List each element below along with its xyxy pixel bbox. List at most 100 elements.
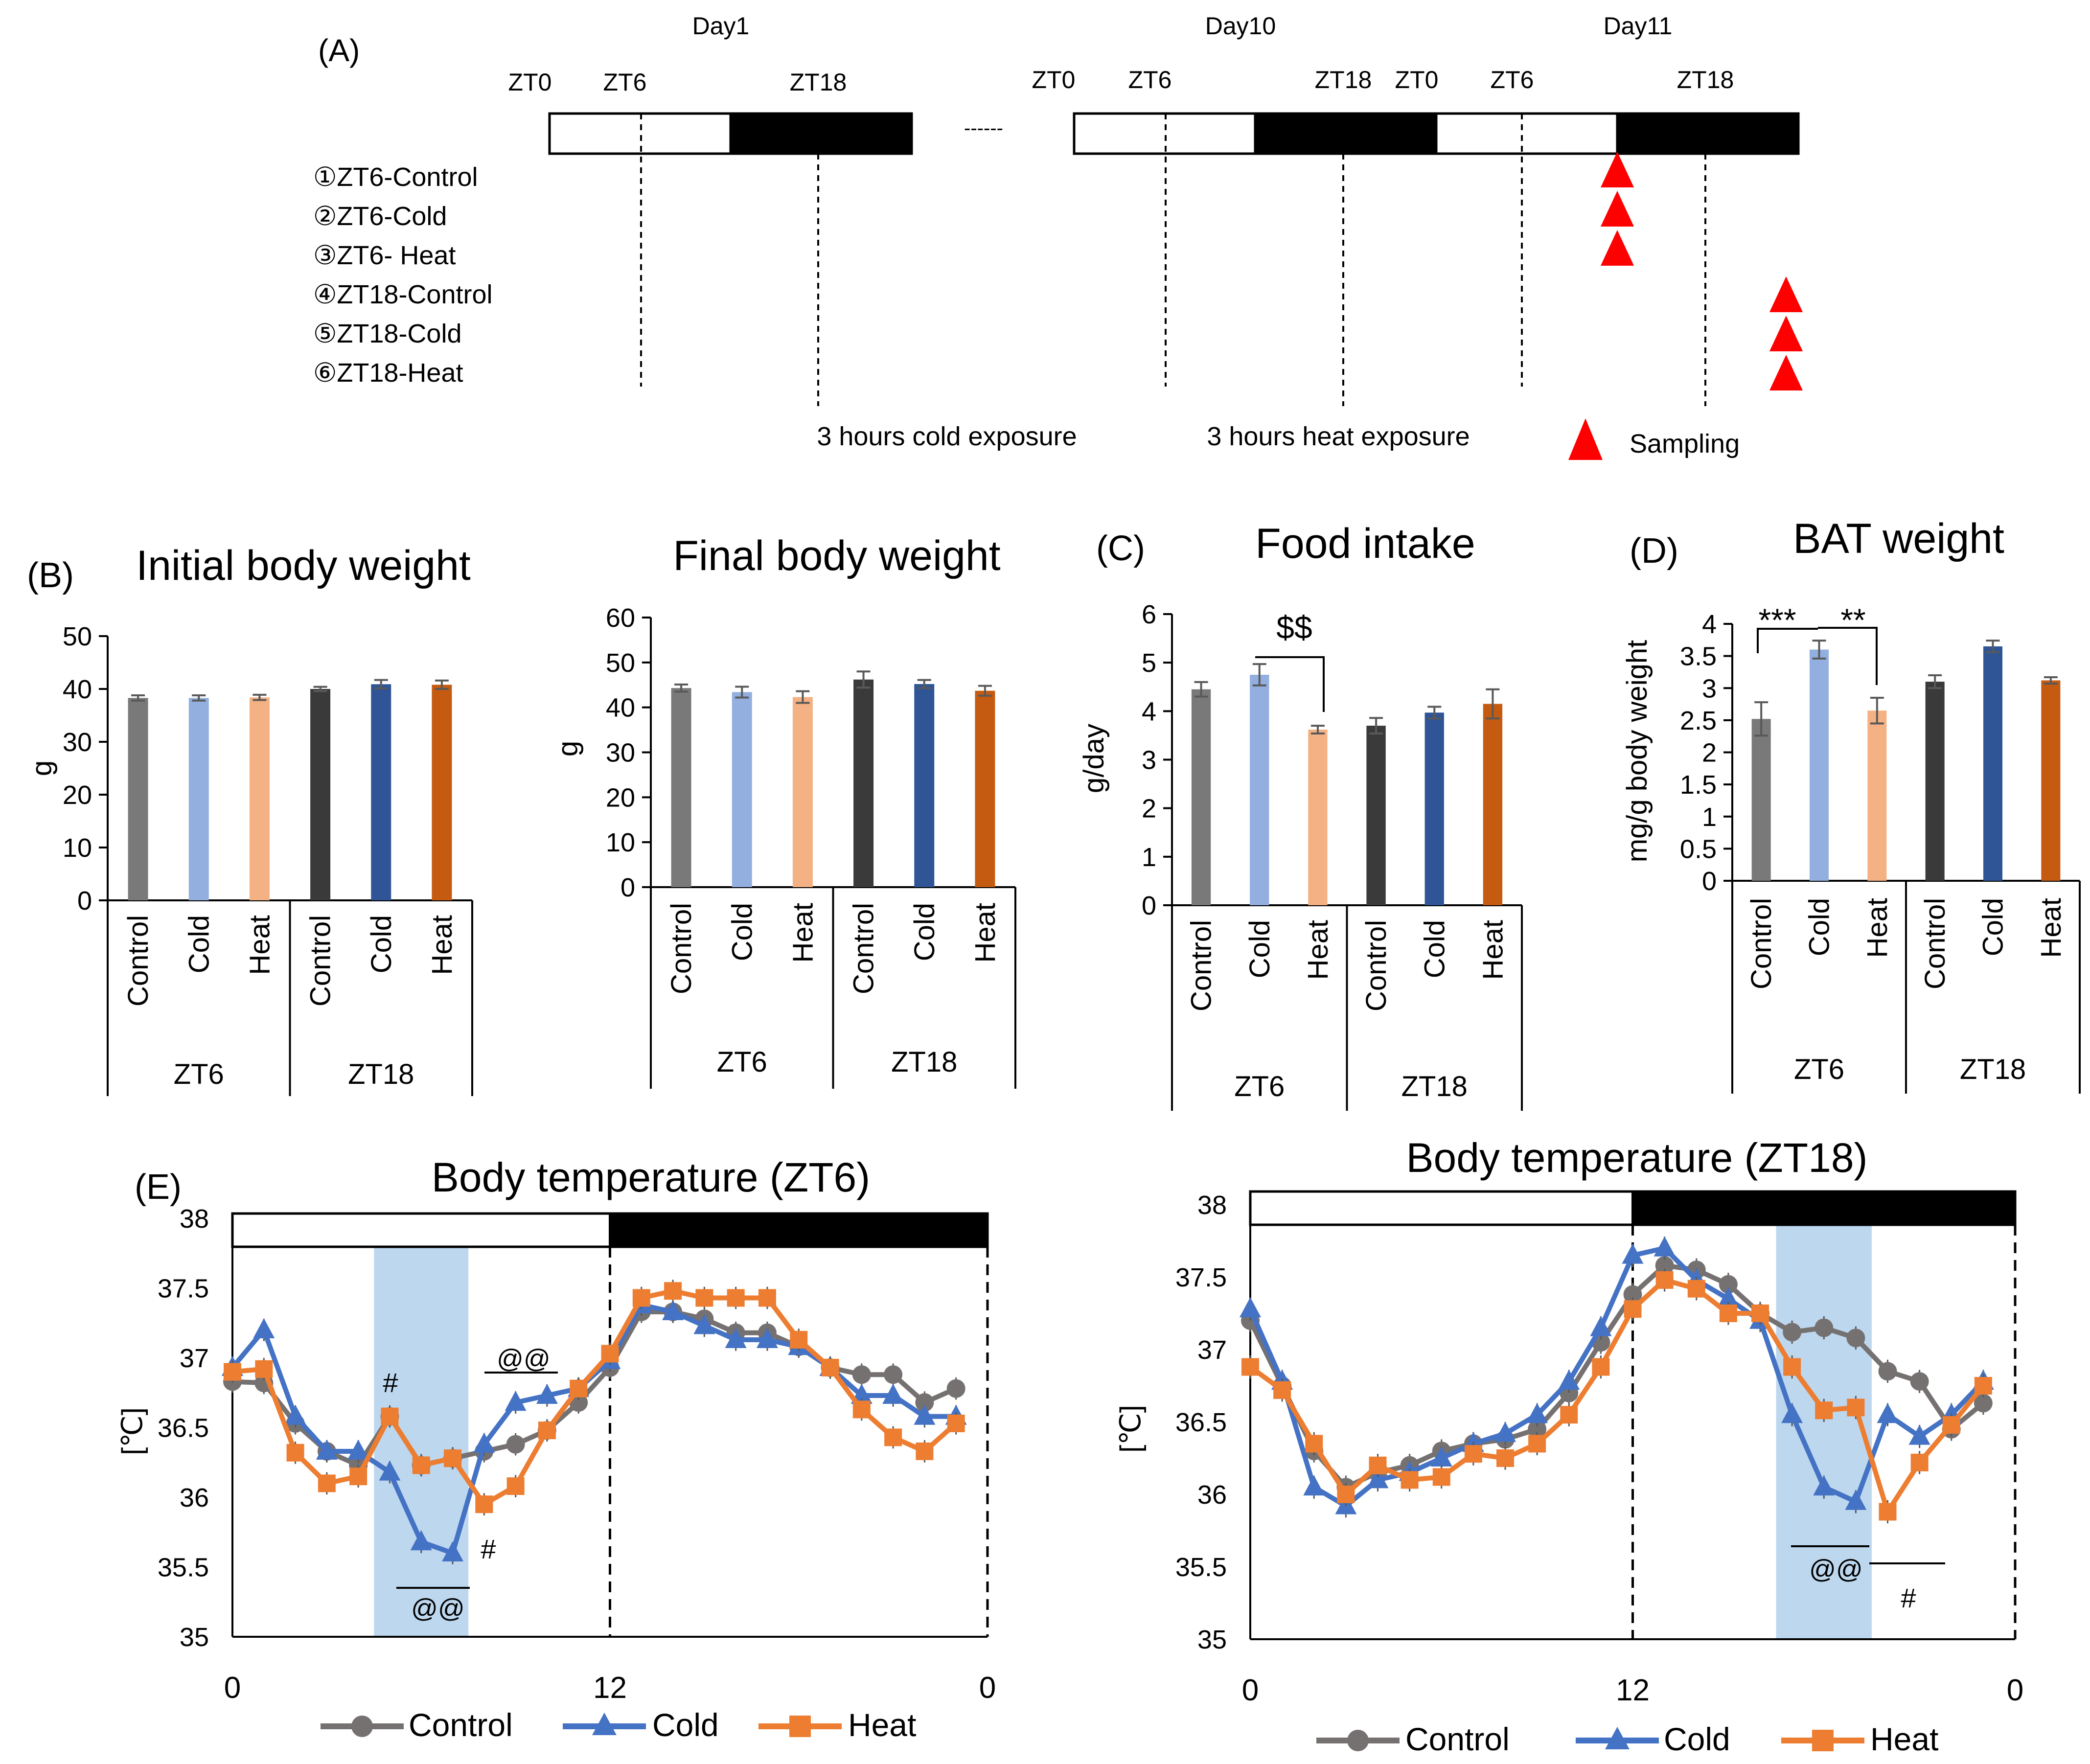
sampling-triangle	[1601, 230, 1634, 266]
x-tick-label: 0	[2007, 1673, 2023, 1707]
y-axis-label: g	[552, 741, 584, 756]
bar	[432, 685, 452, 900]
y-tick-label: 30	[63, 728, 92, 757]
data-point-heat	[790, 1330, 808, 1349]
category-label: Control	[305, 915, 337, 1007]
zt-label: ZT0	[1395, 66, 1439, 93]
data-point-cold	[442, 1541, 464, 1561]
data-point-control	[1623, 1285, 1642, 1304]
data-point-control	[1846, 1329, 1865, 1348]
chart-title: Initial body weight	[136, 542, 471, 589]
bar	[310, 689, 331, 900]
category-label: Control	[1360, 920, 1392, 1011]
bat-significance: *** **	[1757, 602, 1878, 685]
bar	[1751, 719, 1771, 881]
y-tick-label: 35.5	[158, 1553, 209, 1582]
data-point-heat	[1624, 1300, 1642, 1318]
body-temperature-zt18-chart: Body temperature (ZT18) 35 35.5 36 36.5 37 37.…	[1115, 1135, 2023, 1707]
group-label: ④ZT18-Control	[313, 280, 493, 309]
data-point-heat	[412, 1456, 430, 1474]
bat-weight-chart: BAT weight mg/g body weight 0 0.511.52 2.5 3 3…	[1621, 515, 2081, 1094]
bar	[1983, 646, 2003, 881]
light-phase-bar	[1435, 112, 1619, 155]
category-label: Control	[848, 903, 880, 994]
data-point-cold	[914, 1404, 936, 1425]
bar	[249, 697, 270, 900]
y-tick-label: 20	[606, 783, 635, 812]
food-sig-label: $$	[1276, 609, 1312, 645]
data-point-heat	[318, 1474, 336, 1492]
y-axis-label: g/day	[1078, 724, 1110, 793]
data-point-cold	[1430, 1446, 1452, 1466]
y-tick-label: 0	[1702, 867, 1717, 896]
zt6-annotations: # # @@ @@	[383, 1344, 558, 1623]
legend-marker-cold	[592, 1713, 617, 1735]
data-point-heat	[1687, 1280, 1705, 1298]
data-point-control	[1655, 1256, 1674, 1275]
legend-marker-heat	[789, 1716, 811, 1737]
category-label: Cold	[183, 915, 215, 973]
data-point-heat	[664, 1282, 682, 1300]
chart-title: Final body weight	[673, 532, 1000, 579]
data-point-heat	[1974, 1377, 1992, 1395]
group-label: ③ZT6- Heat	[313, 241, 456, 270]
zt18-annotations: @@ #	[1791, 1545, 1945, 1613]
data-point-heat	[444, 1449, 462, 1467]
category-label: Heat	[1861, 898, 1893, 958]
data-point-heat	[1305, 1435, 1323, 1453]
bar	[1483, 704, 1503, 905]
legend-label-control: Control	[1405, 1721, 1510, 1757]
data-point-cold	[756, 1328, 778, 1348]
bar	[671, 688, 691, 887]
category-label: Cold	[1977, 898, 2009, 956]
series-line-heat	[232, 1288, 958, 1507]
y-tick-label: 1	[1142, 843, 1156, 872]
data-point-cold	[316, 1439, 338, 1460]
data-point-heat	[1592, 1358, 1610, 1376]
chart-title: Food intake	[1255, 520, 1475, 567]
data-point-heat	[1464, 1445, 1482, 1463]
zt-label: ZT0	[508, 69, 552, 96]
panel-e-label: (E)	[135, 1168, 182, 1207]
data-point-heat	[1815, 1401, 1833, 1420]
data-point-cold	[1877, 1403, 1899, 1423]
bar	[2041, 680, 2061, 881]
initial-body-weight-chart: Initial body weight g 0 10 20 30 40 50 Control Co…	[26, 542, 473, 1096]
data-point-cold	[379, 1460, 401, 1481]
data-point-heat	[475, 1495, 493, 1513]
data-point-heat	[1560, 1406, 1578, 1424]
group-label: ZT6	[1234, 1071, 1285, 1102]
y-tick-label: 40	[63, 675, 92, 704]
category-label: Cold	[1244, 920, 1276, 978]
bat-sig-label-2: **	[1840, 602, 1865, 638]
y-tick-label: 10	[606, 828, 635, 857]
x-tick-label: 0	[1242, 1673, 1259, 1707]
y-tick-label: 37.5	[1175, 1263, 1227, 1292]
legend-marker-control	[1347, 1730, 1369, 1751]
data-point-heat	[601, 1345, 619, 1363]
sampling-legend-triangle	[1568, 418, 1603, 460]
group-label: ZT6	[174, 1058, 224, 1090]
data-point-heat	[1241, 1358, 1259, 1376]
bar	[1250, 674, 1269, 905]
sampling-triangle	[1601, 191, 1634, 227]
data-point-cold	[1717, 1287, 1739, 1307]
data-point-cold	[1494, 1421, 1516, 1442]
data-point-cold	[1303, 1475, 1325, 1496]
data-point-heat	[1337, 1486, 1355, 1503]
data-point-control	[915, 1393, 934, 1412]
data-point-cold	[410, 1530, 432, 1551]
y-tick-label: 0	[620, 873, 635, 902]
heat-exposure-label: 3 hours heat exposure	[1207, 422, 1470, 451]
y-tick-label: 0	[1142, 891, 1156, 920]
group-label: ZT18	[1960, 1054, 2026, 1085]
dark-phase-bar	[729, 112, 913, 155]
bar	[1809, 649, 1829, 881]
data-point-heat	[1783, 1358, 1801, 1376]
category-label: Heat	[969, 903, 1001, 963]
legend-marker-control	[351, 1716, 373, 1737]
data-point-heat	[1432, 1468, 1450, 1486]
group-label: ZT18	[891, 1046, 957, 1078]
data-point-control	[1719, 1275, 1738, 1294]
y-tick-label: 0.5	[1680, 834, 1717, 864]
